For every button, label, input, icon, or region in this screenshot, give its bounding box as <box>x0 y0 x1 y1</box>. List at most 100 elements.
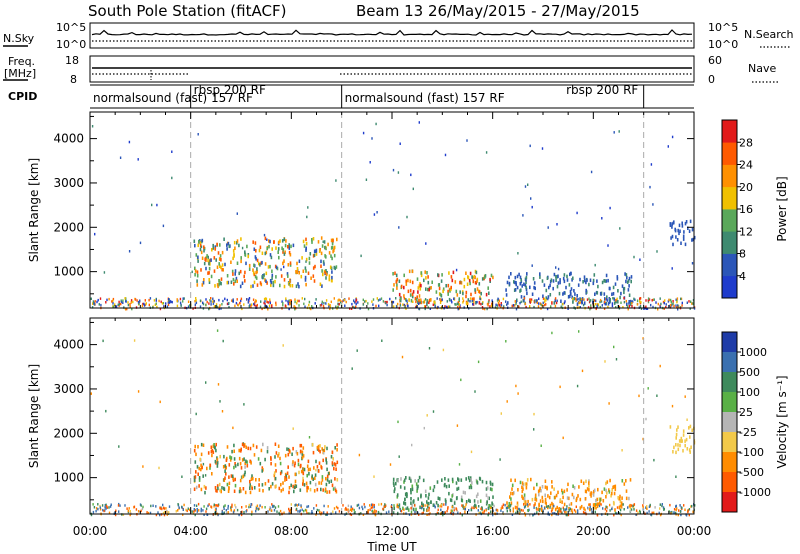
power-colorbar-tick-label: 20 <box>739 181 753 194</box>
velocity-cell <box>223 486 225 491</box>
velocity-cell <box>385 511 388 514</box>
power-cell <box>525 278 527 282</box>
velocity-frame <box>89 317 695 515</box>
velocity-cell <box>537 489 540 494</box>
velocity-cell <box>238 448 240 453</box>
velocity-cell <box>519 508 521 511</box>
power-cell <box>330 266 333 270</box>
velocity-cell <box>464 511 466 514</box>
velocity-cell <box>253 453 256 457</box>
power-cell <box>151 203 153 207</box>
power-cell <box>204 257 206 261</box>
power-cell <box>410 299 413 303</box>
velocity-cell <box>485 480 488 485</box>
velocity-cell <box>321 511 323 515</box>
velocity-cell <box>530 477 532 482</box>
velocity-cell <box>251 510 253 514</box>
velocity-cell <box>460 495 463 499</box>
power-cell <box>549 293 552 297</box>
power-cell <box>412 300 414 303</box>
velocity-cell <box>505 506 508 510</box>
power-cell <box>453 297 455 300</box>
power-cell <box>211 248 213 252</box>
velocity-cell <box>410 488 412 492</box>
power-cell <box>500 304 503 307</box>
velocity-cell <box>630 508 633 511</box>
velocity-cell <box>506 506 509 510</box>
power-cell <box>693 235 696 240</box>
velocity-cell <box>397 420 399 424</box>
power-cell <box>466 139 468 142</box>
velocity-cell <box>301 455 304 460</box>
velocity-cell <box>186 509 188 513</box>
power-cell <box>97 298 99 302</box>
velocity-cell <box>595 507 597 510</box>
velocity-cell <box>332 457 334 461</box>
power-cell <box>203 261 206 266</box>
velocity-cell <box>242 474 245 478</box>
velocity-cell <box>521 489 524 494</box>
velocity-cell <box>243 403 245 406</box>
velocity-cell <box>529 513 531 517</box>
power-cell <box>589 307 591 311</box>
velocity-cell <box>193 504 196 507</box>
velocity-cell <box>371 510 374 513</box>
velocity-cell <box>538 492 540 497</box>
power-cell <box>585 280 587 285</box>
power-cell <box>482 307 484 310</box>
power-cell <box>400 284 403 289</box>
velocity-cell <box>302 479 304 483</box>
power-cell <box>224 297 226 301</box>
velocity-cell <box>307 459 310 464</box>
velocity-cell <box>396 493 399 497</box>
power-cell <box>448 271 450 275</box>
power-cell <box>576 294 578 298</box>
velocity-cell <box>334 446 336 450</box>
velocity-cell <box>629 506 632 510</box>
power-cell <box>630 279 632 284</box>
power-cell <box>450 299 452 302</box>
power-cell <box>437 283 440 287</box>
velocity-cell <box>202 443 205 447</box>
nsky-trace <box>91 29 693 36</box>
velocity-cell <box>207 504 209 508</box>
velocity-cell <box>311 512 314 515</box>
velocity-cell <box>248 503 250 507</box>
velocity-cell <box>485 509 487 512</box>
velocity-cell <box>411 506 413 511</box>
velocity-cell <box>561 511 563 514</box>
velocity-cell <box>296 504 298 507</box>
power-cell <box>513 280 515 284</box>
velocity-cell <box>201 465 203 470</box>
power-cell <box>282 261 284 266</box>
velocity-cell <box>370 506 372 509</box>
power-cell <box>417 290 419 294</box>
velocity-cell <box>596 503 598 507</box>
velocity-cell <box>474 390 476 393</box>
velocity-cell <box>422 511 424 515</box>
power-cell <box>418 298 420 303</box>
velocity-cell <box>122 513 125 516</box>
velocity-cell <box>688 448 691 452</box>
power-cell <box>395 305 398 308</box>
velocity-cell <box>473 499 476 503</box>
power-cell <box>670 300 672 304</box>
velocity-cell <box>508 504 510 509</box>
power-cell <box>471 275 473 279</box>
power-cell <box>195 301 198 305</box>
velocity-cell <box>268 508 271 511</box>
power-cell <box>219 281 222 285</box>
velocity-cell <box>694 504 696 507</box>
power-cell <box>515 302 517 306</box>
power-cell <box>581 301 583 305</box>
velocity-cell <box>465 503 467 506</box>
velocity-cell <box>654 506 656 509</box>
velocity-cell <box>468 485 471 490</box>
power-cell <box>288 299 290 302</box>
power-cell <box>152 306 154 309</box>
velocity-cell <box>232 510 235 514</box>
power-cell <box>485 292 488 297</box>
velocity-cell <box>90 392 92 395</box>
velocity-cell <box>478 505 480 508</box>
velocity-cell <box>162 503 164 507</box>
